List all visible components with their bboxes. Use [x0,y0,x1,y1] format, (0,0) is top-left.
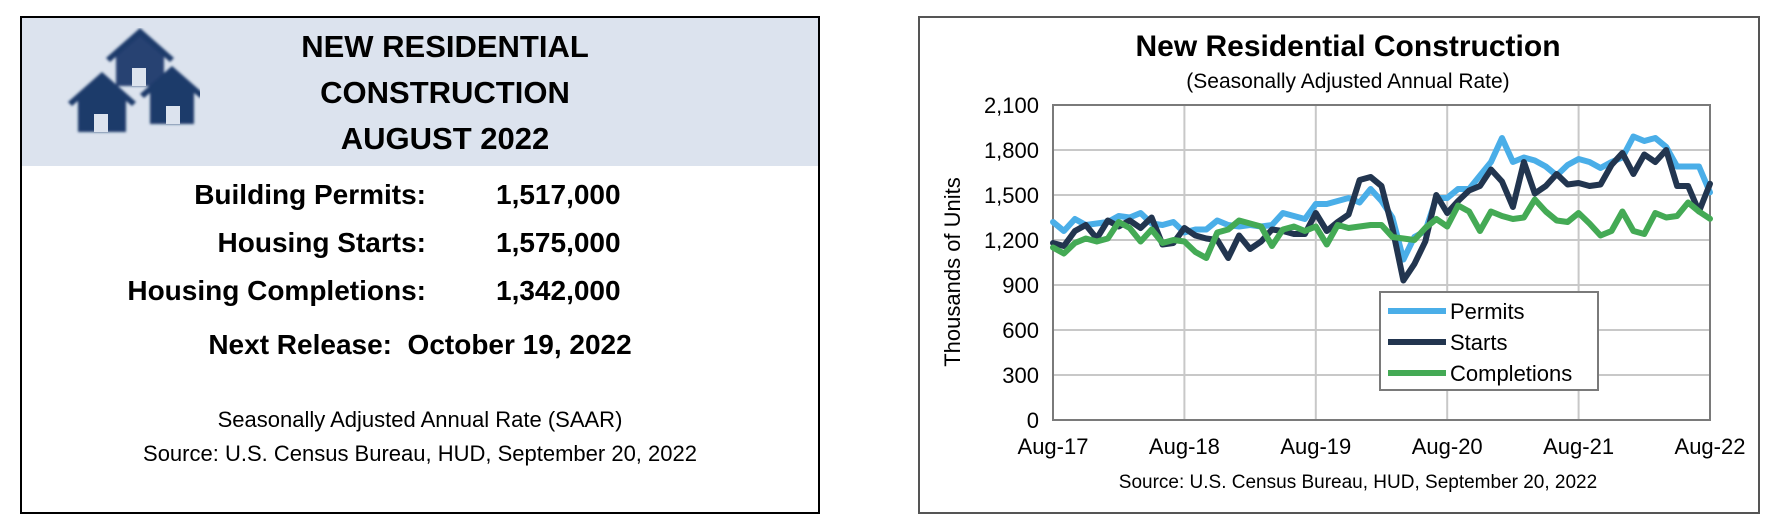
building-permits-value: 1,517,000 [496,179,621,210]
housing-starts-label: Housing Starts: [217,227,426,258]
y-tick-label: 2,100 [984,93,1039,118]
x-tick-label: Aug-20 [1412,434,1483,459]
y-tick-label: 1,800 [984,138,1039,163]
legend-label-completions: Completions [1450,361,1572,386]
housing-completions-label: Housing Completions: [127,275,426,306]
y-tick-label: 600 [1002,318,1039,343]
title-line: NEW RESIDENTIAL [301,29,589,64]
x-tick-label: Aug-19 [1280,434,1351,459]
x-tick-label: Aug-21 [1543,434,1614,459]
card-title: NEW RESIDENTIAL CONSTRUCTION AUGUST 2022 [222,24,668,162]
card-header: NEW RESIDENTIAL CONSTRUCTION AUGUST 2022 [22,18,818,166]
legend-label-starts: Starts [1450,330,1507,355]
y-tick-label: 0 [1027,408,1039,433]
y-tick-label: 1,200 [984,228,1039,253]
saar-note: Seasonally Adjusted Annual Rate (SAAR) [217,407,623,432]
title-line: CONSTRUCTION [320,75,570,110]
legend-label-permits: Permits [1450,299,1525,324]
housing-starts-value: 1,575,000 [496,227,621,258]
housing-completions-value: 1,342,000 [496,275,621,306]
x-tick-label: Aug-17 [1018,434,1089,459]
x-tick-label: Aug-18 [1149,434,1220,459]
series-line-starts [1050,147,1713,284]
chart-frame [918,16,1760,514]
chart-subtitle: (Seasonally Adjusted Annual Rate) [1186,70,1509,93]
next-release: Next Release: October 19, 2022 [208,329,632,360]
series-line-completions [1050,196,1713,261]
summary-card: NEW RESIDENTIAL CONSTRUCTION AUGUST 2022… [20,16,820,514]
chart-title: New Residential Construction [1135,30,1560,63]
plot-area [1052,104,1711,421]
y-tick-label: 900 [1002,273,1039,298]
title-line: AUGUST 2022 [340,121,550,156]
chart-source: Source: U.S. Census Bureau, HUD, Septemb… [1119,472,1597,493]
y-tick-label: 300 [1002,363,1039,388]
y-tick-label: 1,500 [984,183,1039,208]
line-chart: New Residential Construction (Seasonally… [940,30,1746,493]
y-axis-label: Thousands of Units [940,177,965,367]
source-note: Source: U.S. Census Bureau, HUD, Septemb… [143,441,697,466]
x-tick-label: Aug-22 [1675,434,1746,459]
houses-icon [68,28,200,132]
series-line-permits [1050,133,1713,263]
building-permits-label: Building Permits: [194,179,426,210]
